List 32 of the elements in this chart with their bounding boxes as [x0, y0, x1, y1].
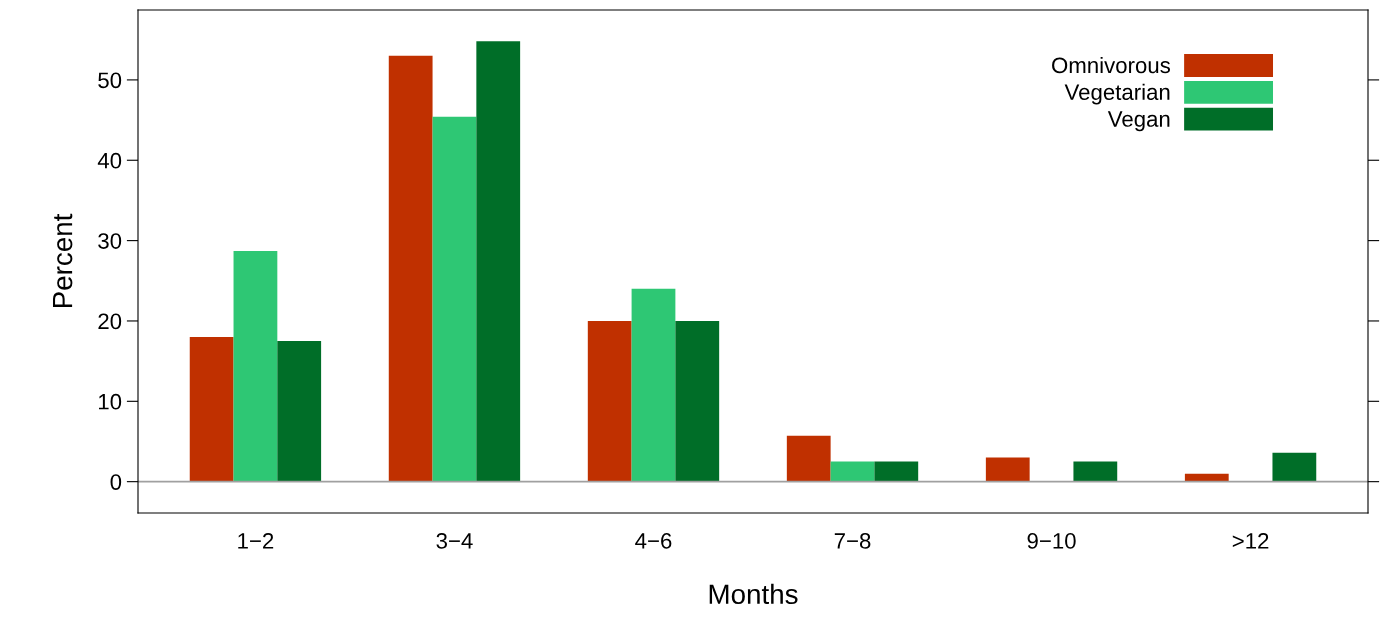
x-tick-label: 7−8: [834, 533, 871, 549]
x-tick-label: 3−4: [436, 533, 473, 549]
legend-label: Vegan: [1107, 111, 1170, 132]
bar: [233, 251, 278, 482]
bar: [1272, 452, 1317, 482]
y-tick-label: 10: [99, 393, 122, 410]
y-tick-label: 50: [98, 72, 122, 89]
bar: [277, 341, 322, 482]
bar: [189, 337, 234, 482]
bar: [476, 41, 521, 482]
y-axis-title: Percent: [52, 213, 73, 308]
x-tick-label: 1−2: [238, 533, 274, 549]
x-tick-label: 9−10: [1027, 533, 1076, 549]
legend-label: Omnivorous: [1052, 56, 1170, 74]
bar: [675, 320, 720, 482]
bar: [587, 320, 632, 482]
y-tick-label: 30: [98, 233, 122, 249]
bar: [1073, 461, 1118, 482]
bar: [985, 457, 1030, 482]
y-tick-label: 0: [110, 474, 122, 490]
y-tick-label: 20: [98, 313, 122, 330]
y-tick-label: 40: [97, 152, 122, 169]
legend-label: Vegetarian: [1064, 83, 1170, 105]
x-axis-title: Months: [709, 583, 798, 605]
x-tick-label: >12: [1232, 533, 1269, 549]
bar: [830, 461, 875, 482]
bar: [388, 55, 433, 482]
x-tick-label: 4−6: [635, 533, 672, 549]
bar: [786, 435, 831, 482]
bar: [874, 461, 919, 482]
bar: [631, 288, 676, 482]
bar: [432, 116, 477, 482]
